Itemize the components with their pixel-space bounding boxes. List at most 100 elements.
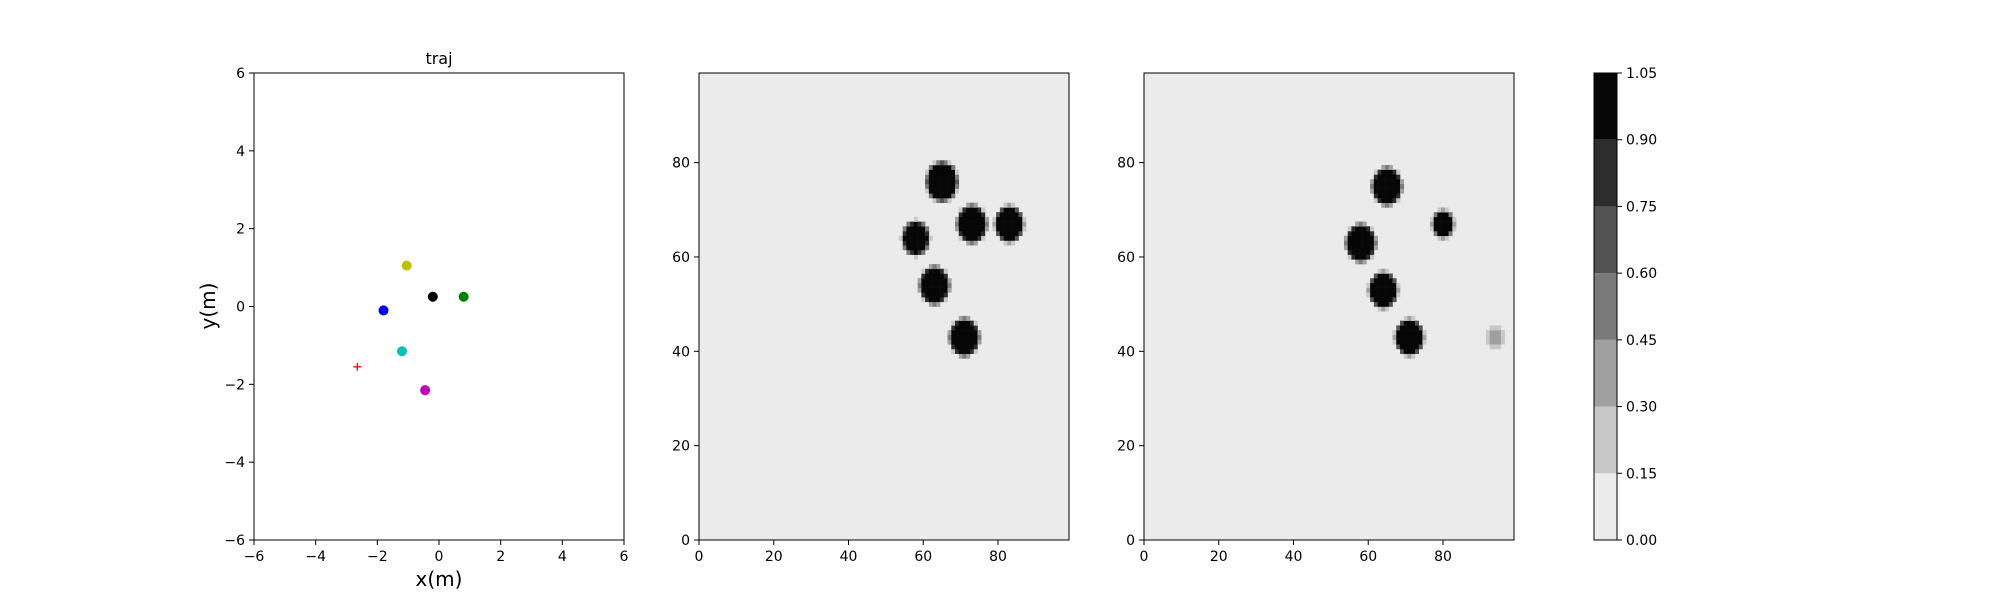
- heatmap-cell: [1414, 320, 1419, 326]
- heatmap-cell: [981, 221, 986, 227]
- heatmap-cell: [921, 226, 926, 232]
- heatmap-cell: [917, 221, 922, 227]
- heatmap-cell: [1437, 207, 1442, 213]
- heatmap-cell: [1396, 198, 1401, 204]
- heatmap-cell: [928, 179, 933, 185]
- heatmap-cell: [977, 334, 982, 340]
- x-tick-label: −4: [305, 549, 326, 565]
- heatmap-cell: [1011, 207, 1016, 213]
- heatmap-cell: [955, 348, 960, 354]
- heatmap-cell: [936, 193, 941, 199]
- heatmap-cell: [1400, 183, 1405, 189]
- heatmap-cell: [1396, 287, 1401, 293]
- x-axis-label: x(m): [416, 567, 463, 591]
- heatmap-cell: [943, 160, 948, 166]
- heatmap-cell: [925, 268, 930, 274]
- heatmap-cell: [943, 198, 948, 204]
- heatmap-cell: [1370, 183, 1375, 189]
- heatmap-cell: [940, 183, 945, 189]
- heatmap-cell: [1358, 259, 1363, 265]
- heatmap-cell: [932, 174, 937, 180]
- heatmap-cell: [917, 231, 922, 237]
- heatmap-cell: [958, 320, 963, 326]
- heatmap-cell: [951, 344, 956, 350]
- colorbar-bands: [1594, 73, 1617, 540]
- heatmap-cell: [999, 221, 1004, 227]
- heatmap-cell: [947, 287, 952, 293]
- heatmap-cell: [943, 188, 948, 194]
- heatmap-cell: [1003, 207, 1008, 213]
- heatmap-cell: [932, 179, 937, 185]
- heatmap-cell: [1373, 183, 1378, 189]
- heatmap-cell: [1396, 193, 1401, 199]
- heatmap-cell: [1396, 292, 1401, 298]
- heatmap-cell: [973, 339, 978, 345]
- heatmap-cell: [996, 216, 1001, 222]
- heatmap-cell: [969, 212, 974, 218]
- heatmap-cell: [921, 268, 926, 274]
- heatmap-cell: [1366, 231, 1371, 237]
- heatmap-cell: [1407, 348, 1412, 354]
- heatmap-cell: [1377, 179, 1382, 185]
- heatmap-cell: [969, 334, 974, 340]
- heatmap-cell: [940, 287, 945, 293]
- heatmap-cell: [973, 344, 978, 350]
- heatmap-cell: [921, 278, 926, 284]
- colorbar-band: [1594, 339, 1617, 407]
- heatmap-cell: [928, 282, 933, 288]
- heatmap-cell: [1414, 348, 1419, 354]
- heatmap-cell: [1392, 174, 1397, 180]
- colorbar-band: [1594, 73, 1617, 140]
- y-tick-label: 80: [1117, 156, 1135, 172]
- heatmap-cell: [981, 216, 986, 222]
- x-tick-label: 0: [435, 549, 444, 565]
- heatmap-cell: [921, 273, 926, 279]
- heatmap-cell: [1418, 334, 1423, 340]
- heatmap-cell: [913, 221, 918, 227]
- heatmap-cell: [951, 334, 956, 340]
- heatmap-cell: [1014, 221, 1019, 227]
- heatmap-cell: [1385, 202, 1390, 208]
- heatmap-cell: [1370, 282, 1375, 288]
- heatmap-cell: [1347, 240, 1352, 246]
- y-tick-label: 6: [236, 66, 245, 82]
- heatmap-cell: [1392, 188, 1397, 194]
- heatmap-cell: [1403, 315, 1408, 321]
- heatmap-cell: [940, 188, 945, 194]
- heatmap-cell: [955, 169, 960, 175]
- heatmap-cell: [1385, 179, 1390, 185]
- heatmap-cell: [977, 221, 982, 227]
- heatmap-cell: [951, 183, 956, 189]
- heatmap-cell: [955, 216, 960, 222]
- heatmap-cell: [1351, 245, 1356, 251]
- heatmap-cell: [981, 207, 986, 213]
- heatmap-cell: [1343, 235, 1348, 241]
- heatmap-cell: [1388, 301, 1393, 307]
- heatmap-cell: [1377, 287, 1382, 293]
- heatmap-cell: [1370, 254, 1375, 260]
- heatmap-cell: [999, 231, 1004, 237]
- heatmap-cell: [925, 174, 930, 180]
- heatmap-cell: [1358, 221, 1363, 227]
- heatmap-cell: [973, 221, 978, 227]
- heatmap-cell: [1343, 240, 1348, 246]
- heatmap-cell: [928, 183, 933, 189]
- heatmap-cell: [1396, 344, 1401, 350]
- heatmap-cell: [1381, 278, 1386, 284]
- heatmap-cell: [1433, 212, 1438, 218]
- scatter-point: [420, 385, 431, 396]
- heatmap-cell: [925, 240, 930, 246]
- x-tick-label: 40: [1285, 549, 1303, 565]
- heatmap-cell: [1370, 235, 1375, 241]
- heatmap-cell: [981, 212, 986, 218]
- x-tick-label: 60: [914, 549, 932, 565]
- heatmap-cell: [932, 268, 937, 274]
- heatmap-cell: [1414, 344, 1419, 350]
- heatmap-cell: [917, 287, 922, 293]
- heatmap-cell: [943, 164, 948, 171]
- heatmap-cell: [1392, 179, 1397, 185]
- heatmap-cell: [947, 198, 952, 204]
- x-ticks: −6 −4 −2 0 2 4 6: [244, 540, 629, 565]
- heatmap-cell: [955, 221, 960, 227]
